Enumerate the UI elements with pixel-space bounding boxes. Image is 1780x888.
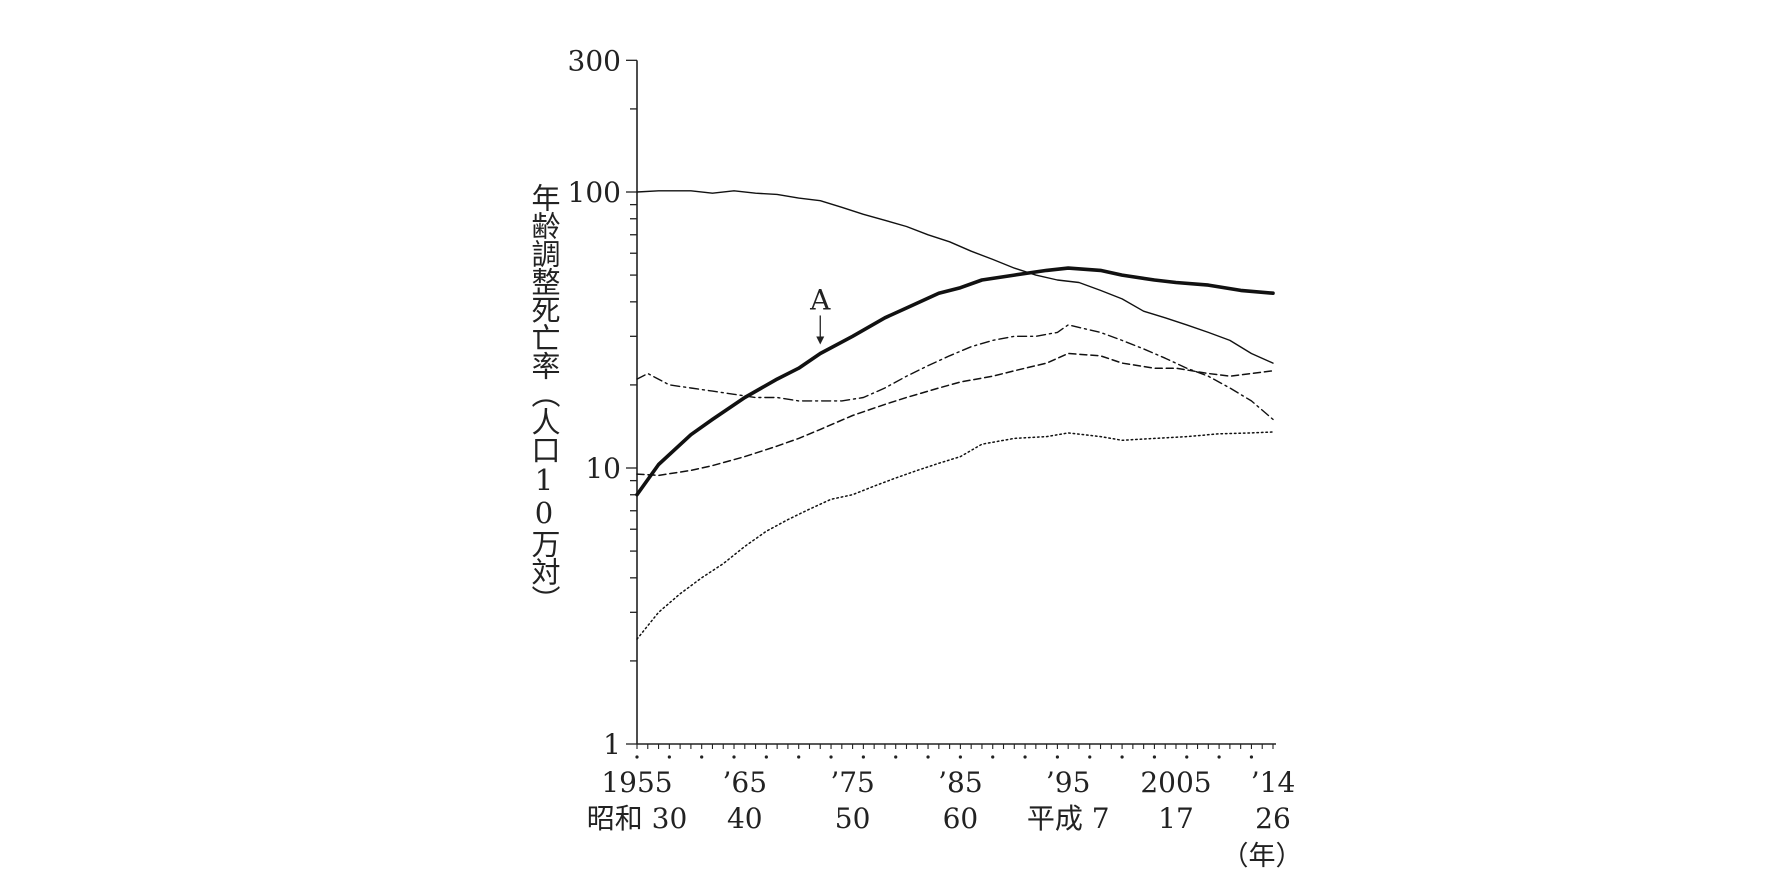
- x-tick-dot: [1217, 755, 1221, 759]
- x-tick-label-era: 平成 7: [1027, 802, 1110, 835]
- annotation-label: A: [809, 283, 831, 316]
- x-tick-dot: [1088, 755, 1092, 759]
- x-tick-dot: [700, 755, 704, 759]
- x-tick-dot: [958, 755, 962, 759]
- x-tick-dot: [1023, 755, 1027, 759]
- x-tick-dot: [667, 755, 671, 759]
- x-tick-label: 1955: [601, 766, 672, 799]
- x-tick-label-era: 17: [1158, 802, 1194, 835]
- series-line-2: [636, 190, 1274, 364]
- x-tick-dot: [861, 755, 865, 759]
- x-unit-label: （年）: [1222, 841, 1303, 872]
- series-line-4: [636, 352, 1274, 477]
- x-tick-label-era: 昭和 30: [587, 802, 688, 835]
- y-axis-label: 年齢調整死亡率（人口10万対）: [527, 183, 561, 613]
- x-tick-dot: [991, 755, 995, 759]
- x-tick-label: 2005: [1140, 766, 1211, 799]
- x-tick-label: ’65: [723, 766, 768, 799]
- x-tick-label-era: 50: [835, 802, 871, 835]
- x-tick-dot: [926, 755, 930, 759]
- x-tick-dot: [829, 755, 833, 759]
- y-tick-label: 100: [568, 176, 621, 209]
- x-tick-label-era: 40: [727, 802, 763, 835]
- y-tick-label: 300: [568, 44, 621, 77]
- x-tick-dot: [797, 755, 801, 759]
- x-tick-dot: [1249, 755, 1254, 759]
- x-tick-dot: [1152, 755, 1157, 759]
- axes: [626, 59, 1276, 759]
- series-lines: [635, 190, 1275, 640]
- y-tick-label: 1: [603, 728, 621, 761]
- x-tick-label-era: 26: [1255, 802, 1291, 835]
- x-tick-label: ’75: [830, 766, 875, 799]
- x-tick-dot: [1120, 755, 1124, 759]
- x-tick-dot: [894, 755, 898, 759]
- x-tick-label: ’14: [1251, 766, 1296, 799]
- x-tick-dot: [1185, 755, 1189, 759]
- x-tick-dot: [635, 755, 639, 759]
- x-tick-label: ’85: [938, 766, 983, 799]
- series-line-1: [635, 266, 1275, 497]
- series-line-5: [636, 431, 1274, 640]
- x-tick-label: ’95: [1046, 766, 1091, 799]
- x-tick-label-era: 60: [943, 802, 979, 835]
- x-tick-dot: [732, 755, 736, 759]
- x-tick-dot: [1055, 755, 1060, 759]
- annotation: A: [809, 283, 831, 345]
- annotation-arrow-head: [816, 336, 825, 345]
- x-tick-dot: [764, 755, 768, 759]
- series-line-3: [636, 324, 1274, 421]
- y-tick-label: 10: [585, 452, 621, 485]
